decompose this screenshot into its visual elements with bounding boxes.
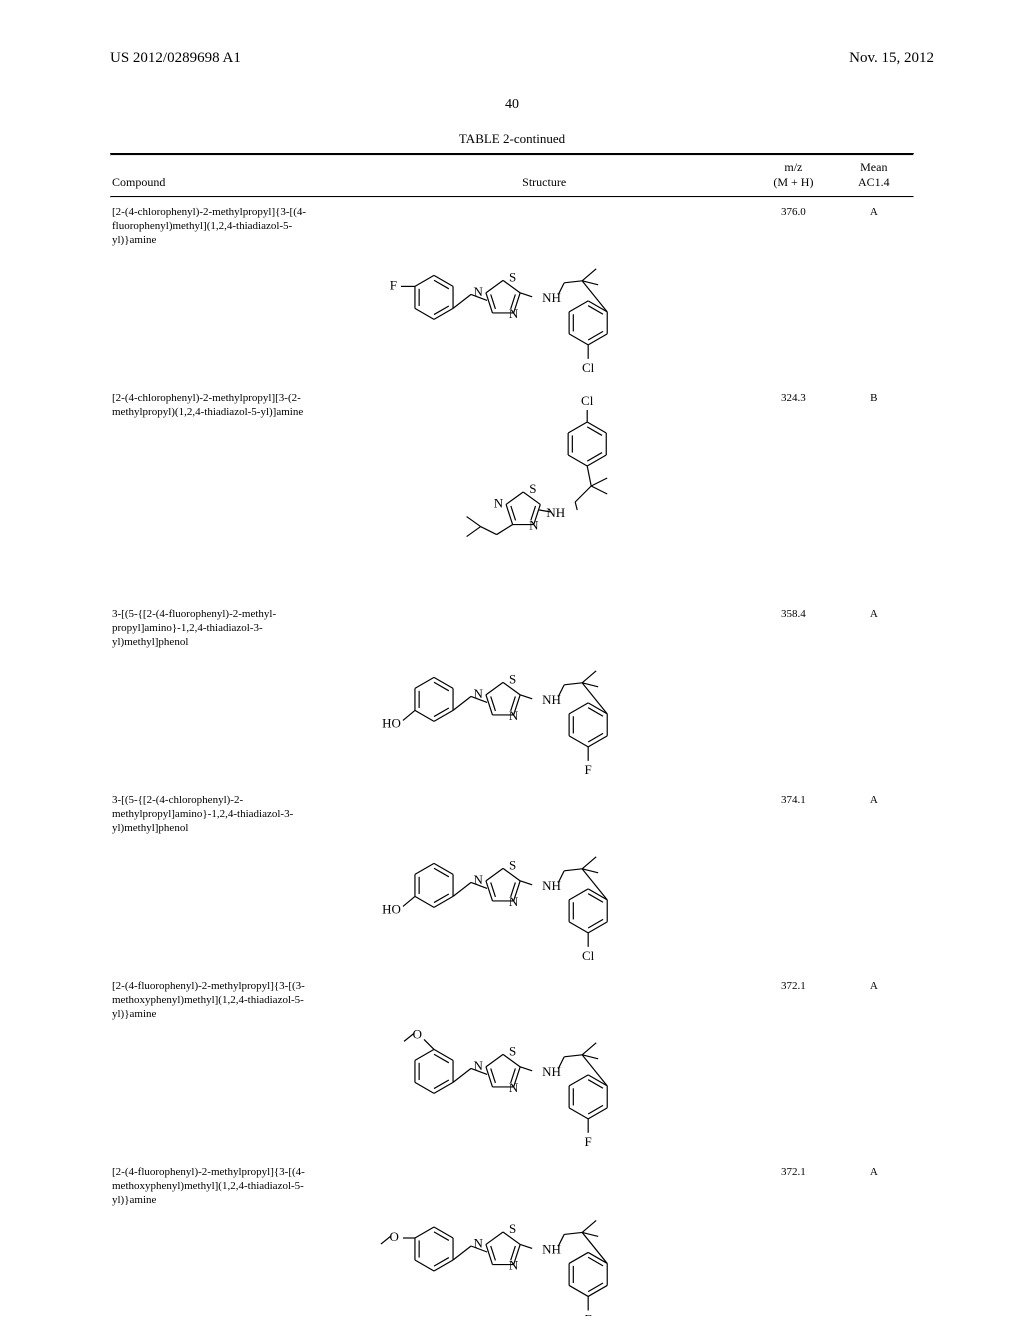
svg-text:NH: NH xyxy=(542,692,561,707)
table-row: [2-(4-fluorophenyl)-2-methylpropyl]{3-[(… xyxy=(110,972,914,1158)
col-structure: Structure xyxy=(335,156,753,196)
svg-text:Cl: Cl xyxy=(581,393,594,408)
compound-structure: F N S N NH Cl xyxy=(335,198,753,384)
mz-value: 324.3 xyxy=(753,384,833,600)
table-row: [2-(4-fluorophenyl)-2-methylpropyl]{3-[(… xyxy=(110,1158,914,1324)
ac-value: A xyxy=(834,600,914,786)
compound-structure: Cl NH N S N xyxy=(335,384,753,600)
svg-text:S: S xyxy=(509,671,516,686)
ac-value: A xyxy=(834,972,914,1158)
mz-value: 376.0 xyxy=(753,198,833,384)
mz-value: 374.1 xyxy=(753,786,833,972)
svg-text:HO: HO xyxy=(382,715,401,730)
compound-name: [2-(4-fluorophenyl)-2-methylpropyl]{3-[(… xyxy=(110,972,335,1158)
svg-text:N: N xyxy=(474,284,484,299)
table-row: 3-[(5-{[2-(4-chlorophenyl)-2-methylpropy… xyxy=(110,786,914,972)
compound-name: [2-(4-chlorophenyl)-2-methylpropyl]{3-[(… xyxy=(110,198,335,384)
svg-text:F: F xyxy=(585,762,592,777)
svg-text:N: N xyxy=(509,1080,519,1095)
ac-value: A xyxy=(834,198,914,384)
patent-number: US 2012/0289698 A1 xyxy=(110,50,241,67)
svg-text:N: N xyxy=(474,872,484,887)
compound-name: 3-[(5-{[2-(4-fluorophenyl)-2-methyl-prop… xyxy=(110,600,335,786)
page-number: 40 xyxy=(0,97,1024,113)
mz-value: 372.1 xyxy=(753,1158,833,1324)
svg-text:N: N xyxy=(494,495,504,510)
svg-text:S: S xyxy=(509,1043,516,1058)
col-compound: Compound xyxy=(110,156,335,196)
data-table: TABLE 2-continued Compound Structure m/z… xyxy=(110,131,914,1324)
col-mz: m/z (M + H) xyxy=(753,156,833,196)
compound-structure: ONSNNHF xyxy=(335,1158,753,1324)
svg-text:NH: NH xyxy=(542,1064,561,1079)
table-row: [2-(4-chlorophenyl)-2-methylpropyl][3-(2… xyxy=(110,384,914,600)
mz-value: 358.4 xyxy=(753,600,833,786)
compound-structure: HO N S N NH F xyxy=(335,600,753,786)
ac-value: B xyxy=(834,384,914,600)
svg-text:S: S xyxy=(509,269,516,284)
svg-text:NH: NH xyxy=(542,878,561,893)
svg-text:NH: NH xyxy=(547,505,566,520)
svg-text:S: S xyxy=(509,1221,516,1236)
svg-text:N: N xyxy=(529,518,539,533)
compound-structure: ONSNNHF xyxy=(335,972,753,1158)
svg-text:F: F xyxy=(585,1311,592,1316)
svg-text:N: N xyxy=(509,306,519,321)
svg-text:S: S xyxy=(529,481,536,496)
svg-text:N: N xyxy=(509,1258,519,1273)
svg-text:N: N xyxy=(474,686,484,701)
svg-text:HO: HO xyxy=(382,901,401,916)
compound-name: [2-(4-chlorophenyl)-2-methylpropyl][3-(2… xyxy=(110,384,335,600)
mz-value: 372.1 xyxy=(753,972,833,1158)
svg-text:N: N xyxy=(474,1058,484,1073)
col-ac: Mean AC1.4 xyxy=(834,156,914,196)
svg-text:NH: NH xyxy=(542,1241,561,1256)
compound-name: [2-(4-fluorophenyl)-2-methylpropyl]{3-[(… xyxy=(110,1158,335,1324)
table-row: [2-(4-chlorophenyl)-2-methylpropyl]{3-[(… xyxy=(110,198,914,384)
svg-text:N: N xyxy=(509,708,519,723)
svg-text:N: N xyxy=(474,1235,484,1250)
ac-value: A xyxy=(834,1158,914,1324)
ac-value: A xyxy=(834,786,914,972)
table-row: 3-[(5-{[2-(4-fluorophenyl)-2-methyl-prop… xyxy=(110,600,914,786)
svg-text:NH: NH xyxy=(542,290,561,305)
svg-text:F: F xyxy=(390,277,397,292)
svg-text:F: F xyxy=(585,1134,592,1149)
compound-structure: HO N S N NH Cl xyxy=(335,786,753,972)
patent-date: Nov. 15, 2012 xyxy=(849,50,934,67)
table-title: TABLE 2-continued xyxy=(110,131,914,147)
svg-text:Cl: Cl xyxy=(582,948,595,963)
svg-text:S: S xyxy=(509,857,516,872)
svg-text:N: N xyxy=(509,894,519,909)
page-header: US 2012/0289698 A1 Nov. 15, 2012 xyxy=(0,0,1024,67)
svg-text:Cl: Cl xyxy=(582,360,595,375)
compound-name: 3-[(5-{[2-(4-chlorophenyl)-2-methylpropy… xyxy=(110,786,335,972)
